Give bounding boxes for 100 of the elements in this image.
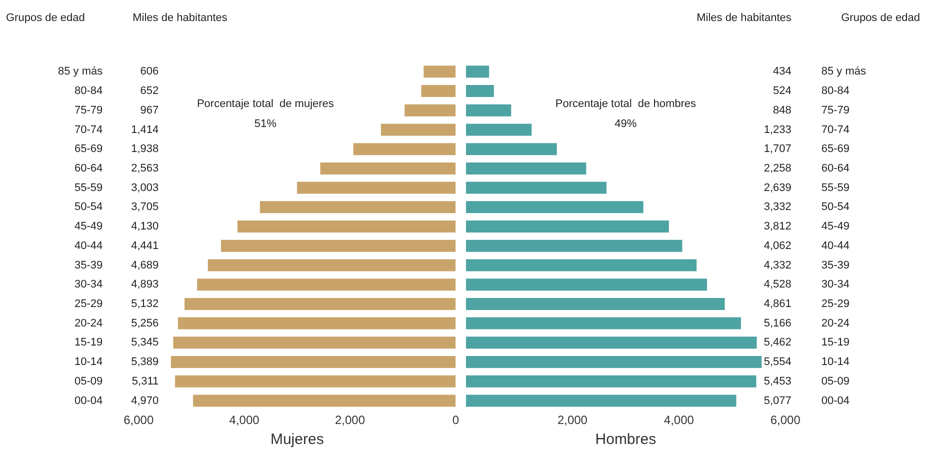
y-tick-label: 75-79 [821,104,850,116]
y-tick-label: 80-84 [74,85,103,98]
y-tick-label: 65-69 [74,143,103,156]
bar [466,124,532,136]
bar [197,278,456,291]
data-label: 1,707 [764,143,792,156]
bar [424,66,456,78]
data-label: 5,256 [131,317,159,330]
x-axis-title: Hombres [595,430,656,448]
data-label: 1,938 [131,143,159,156]
bar [173,336,456,349]
data-label: 5,077 [764,394,792,407]
bar [466,66,490,78]
x-tick-label: 6,000 [770,412,801,427]
data-label: 4,861 [764,298,792,310]
y-tick-label: 45-49 [74,220,103,233]
y-tick-label: 05-09 [821,375,850,388]
bar [466,104,512,116]
bar [466,259,697,272]
y-tick-label: 55-59 [821,182,850,194]
bar [466,375,756,388]
y-tick-label: 10-14 [74,356,103,368]
data-label: 4,062 [764,240,792,252]
bar [466,143,557,156]
bar [466,201,644,214]
bar [466,182,606,194]
y-tick-label: 70-74 [74,124,103,136]
bar [466,240,682,252]
y-tick-label: 70-74 [821,124,850,136]
bar [466,356,762,368]
data-label: 2,639 [764,182,792,194]
data-label: 652 [140,85,159,98]
bar [178,317,456,330]
text: Grupos de edad [841,12,920,24]
x-tick-label: 6,000 [124,412,154,427]
data-label: 5,389 [131,356,159,368]
y-tick-label: 45-49 [821,220,850,233]
y-tick-label: 60-64 [74,162,103,174]
y-tick-label: 10-14 [821,356,850,368]
data-label: 3,705 [131,201,159,214]
data-label: 4,441 [131,240,159,252]
data-label: 4,332 [764,259,792,272]
bar [466,394,736,407]
data-label: 524 [773,85,792,98]
y-tick-label: 35-39 [821,259,850,272]
data-label: 4,130 [131,220,159,233]
bar [237,220,456,233]
y-tick-label: 30-34 [821,278,850,291]
data-label: 4,689 [131,259,159,272]
y-tick-label: 50-54 [74,201,103,214]
annotation: 49% [614,118,637,130]
y-tick-label: 25-29 [821,298,850,310]
text: Miles de habitantes [132,12,228,24]
text: Grupos de edad [6,12,85,24]
x-axis-title: Mujeres [270,430,324,448]
y-tick-label: 50-54 [821,201,850,214]
y-tick-label: 00-04 [74,394,103,407]
bar [466,220,669,233]
y-tick-label: 00-04 [821,394,850,407]
y-tick-label: 35-39 [74,259,103,272]
data-label: 434 [773,66,792,78]
bar [466,85,494,98]
x-tick-label: 4,000 [229,412,260,427]
y-tick-label: 15-19 [74,336,103,349]
y-tick-label: 20-24 [821,317,850,330]
x-tick-label: 0 [452,412,460,427]
data-label: 4,970 [131,394,159,407]
data-label: 5,311 [132,375,159,388]
data-label: 1,233 [764,124,792,136]
bar [175,375,456,388]
data-label: 5,453 [764,375,792,388]
data-label: 3,003 [131,182,159,194]
bar [466,317,741,330]
y-tick-label: 15-19 [821,336,850,349]
bar [466,336,757,349]
y-tick-label: 05-09 [74,375,103,388]
y-tick-label: 20-24 [74,317,103,330]
bar [193,394,456,407]
bar [466,162,586,174]
annotation: 51% [254,118,277,130]
bar [353,143,456,156]
x-tick-label: 2,000 [334,412,366,427]
y-tick-label: 80-84 [821,85,850,98]
data-label: 1,414 [131,124,159,136]
bar [184,298,456,310]
data-label: 3,332 [764,201,792,214]
bar [380,124,456,136]
data-label: 3,812 [764,220,792,233]
annotation: Porcentaje total de mujeres [196,98,334,110]
y-tick-label: 85 y más [58,66,104,78]
x-tick-label: 4,000 [664,412,694,427]
data-label: 5,345 [131,336,159,349]
y-tick-label: 40-44 [74,240,103,252]
x-tick-label: 2,000 [557,412,588,427]
data-label: 967 [140,104,159,116]
data-label: 606 [140,66,159,78]
bar [296,182,456,194]
y-tick-label: 85 y más [821,66,866,78]
y-tick-label: 25-29 [74,298,103,310]
data-label: 4,528 [764,278,792,291]
